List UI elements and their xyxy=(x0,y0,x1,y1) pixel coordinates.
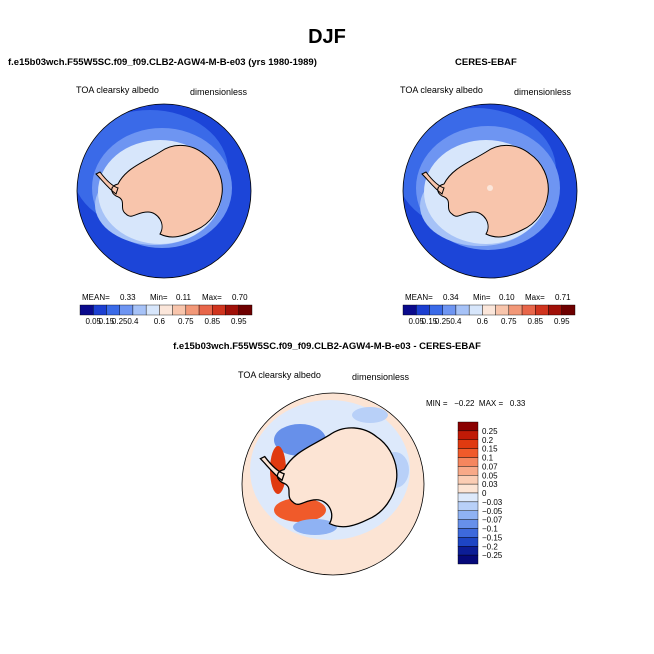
panel2-colorbar-tick-label: 0.75 xyxy=(501,317,517,326)
panel1-mean-value: 0.33 xyxy=(120,293,136,302)
panel2-mean-value: 0.34 xyxy=(443,293,459,302)
panel2-max-label: Max= xyxy=(525,293,545,302)
panel1-min-value: 0.11 xyxy=(176,293,191,302)
panel2-variable: TOA clearsky albedo xyxy=(400,85,483,95)
panel3-colorbar-tick-label: 0 xyxy=(482,489,487,498)
panel3-colorbar-swatch xyxy=(457,554,479,565)
panel3-colorbar-swatch xyxy=(457,546,479,556)
panel3-colorbar-swatch xyxy=(457,448,479,458)
panel3-colorbar-swatch xyxy=(457,519,479,529)
panel1-max-value: 0.70 xyxy=(232,293,248,302)
panel3-colorbar-tick-label: 0.15 xyxy=(482,445,498,454)
panel2-max-value: 0.71 xyxy=(555,293,571,302)
panel3-colorbar-swatch xyxy=(457,501,479,511)
panel2-colorbar-swatch xyxy=(561,304,576,316)
panel3-colorbar-tick-label: 0.03 xyxy=(482,480,498,489)
panel2-min-label: Min= xyxy=(473,293,491,302)
panel3-units: dimensionless xyxy=(352,372,410,382)
panel2-colorbar-tick-label: 0.95 xyxy=(554,317,570,326)
panel1-variable: TOA clearsky albedo xyxy=(76,85,159,95)
panel3-variable: TOA clearsky albedo xyxy=(238,370,321,380)
panel3-colorbar-tick-label: −0.25 xyxy=(482,551,503,560)
panel3-colorbar-swatch xyxy=(457,537,479,547)
panel1-colorbar-tick-label: 0.6 xyxy=(154,317,166,326)
panel1-colorbar-swatch xyxy=(238,304,253,316)
panel3-colorbar-swatch xyxy=(457,528,479,538)
panel1-colorbar-tick-label: 0.95 xyxy=(231,317,247,326)
panel3-colorbar-swatch xyxy=(457,492,479,503)
panel1-colorbar-tick-label: 0.05 xyxy=(85,317,101,326)
panel2-units: dimensionless xyxy=(514,87,572,97)
panel3-colorbar-tick-label: 0.1 xyxy=(482,454,494,463)
panel3-colorbar-swatch xyxy=(457,510,479,520)
panel3-colorbar-swatch xyxy=(457,421,479,432)
panel2-colorbar-tick-label: 0.05 xyxy=(408,317,424,326)
panel1-title: f.e15b03wch.F55W5SC.f09_f09.CLB2-AGW4-M-… xyxy=(8,57,317,68)
panel3-colorbar-swatch xyxy=(457,466,479,476)
panel3-colorbar-tick-label: −0.07 xyxy=(482,516,503,525)
panel1-colorbar-tick-label: 0.15 xyxy=(99,317,115,326)
panel3-colorbar-swatch xyxy=(457,475,479,485)
page-title: DJF xyxy=(308,26,346,48)
panel3-title: f.e15b03wch.F55W5SC.f09_f09.CLB2-AGW4-M-… xyxy=(173,341,481,352)
panel2-colorbar-tick-label: 0.4 xyxy=(450,317,462,326)
panel3-colorbar-tick-label: 0.05 xyxy=(482,471,498,480)
panel3-colorbar-tick-label: −0.2 xyxy=(482,542,498,551)
panel1-min-label: Min= xyxy=(150,293,168,302)
panel2-min-value: 0.10 xyxy=(499,293,515,302)
panel3-colorbar-tick-label: −0.03 xyxy=(482,498,503,507)
panel3-colorbar-tick-label: −0.15 xyxy=(482,533,503,542)
panel3-colorbar-tick-label: 0.07 xyxy=(482,462,498,471)
panel1-units: dimensionless xyxy=(190,87,248,97)
panel3-colorbar-swatch xyxy=(457,439,479,449)
panel3-colorbar-swatch xyxy=(457,483,479,494)
panel3-colorbar-swatch xyxy=(457,457,479,467)
panel3-colorbar-swatch xyxy=(457,430,479,440)
panel3-colorbar-tick-label: −0.05 xyxy=(482,507,503,516)
panel3-min-max: MIN = −0.22 MAX = 0.33 xyxy=(426,399,526,408)
panel2-title: CERES-EBAF xyxy=(455,57,517,68)
panel2-colorbar-tick-label: 0.6 xyxy=(477,317,489,326)
panel1-colorbar-tick-label: 0.4 xyxy=(127,317,139,326)
panel2-mean-label: MEAN= xyxy=(405,293,433,302)
panel1-colorbar-tick-label: 0.85 xyxy=(205,317,221,326)
panel1-colorbar-tick-label: 0.25 xyxy=(112,317,128,326)
panel3-colorbar-tick-label: −0.1 xyxy=(482,525,498,534)
panel2-colorbar-tick-label: 0.85 xyxy=(528,317,544,326)
panel3-colorbar-tick-label: 0.2 xyxy=(482,436,494,445)
panel3-colorbar-tick-label: 0.25 xyxy=(482,427,498,436)
panel1-max-label: Max= xyxy=(202,293,222,302)
panel1-mean-label: MEAN= xyxy=(82,293,110,302)
panel2-colorbar-tick-label: 0.15 xyxy=(422,317,438,326)
panel1-colorbar-tick-label: 0.75 xyxy=(178,317,194,326)
panel2-colorbar-tick-label: 0.25 xyxy=(435,317,451,326)
